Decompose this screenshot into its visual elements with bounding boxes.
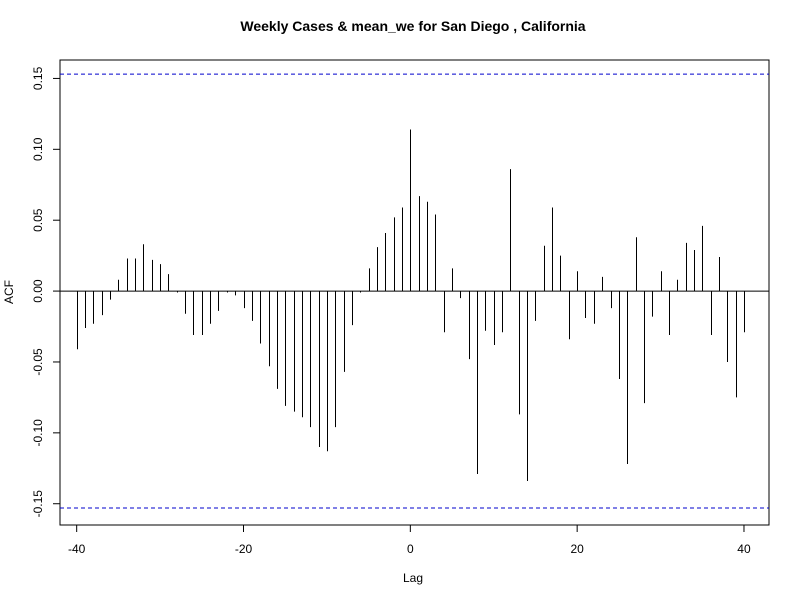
chart-title: Weekly Cases & mean_we for San Diego , C… (240, 18, 585, 34)
x-axis-label: Lag (403, 571, 423, 585)
y-tick-label: 0.05 (31, 208, 45, 232)
x-tick-label: 40 (737, 542, 751, 556)
x-tick-label: 20 (570, 542, 584, 556)
y-tick-label: -0.05 (31, 348, 45, 376)
y-axis: -0.15 -0.10 -0.05 0.00 0.05 0.10 0.15 (31, 66, 61, 518)
x-tick-label: -20 (235, 542, 253, 556)
x-tick-label: 0 (407, 542, 414, 556)
plot-frame (59, 59, 770, 526)
acf-bars (77, 129, 745, 482)
y-tick-label: 0.00 (31, 279, 45, 303)
y-tick-label: 0.15 (31, 66, 45, 90)
confidence-bounds (60, 73, 769, 509)
x-axis: -40 -20 0 20 40 (68, 524, 751, 556)
y-tick-label: -0.15 (31, 490, 45, 518)
y-axis-label: ACF (2, 280, 16, 304)
x-tick-label: -40 (68, 542, 86, 556)
y-tick-label: -0.10 (31, 419, 45, 447)
y-tick-label: 0.10 (31, 137, 45, 161)
